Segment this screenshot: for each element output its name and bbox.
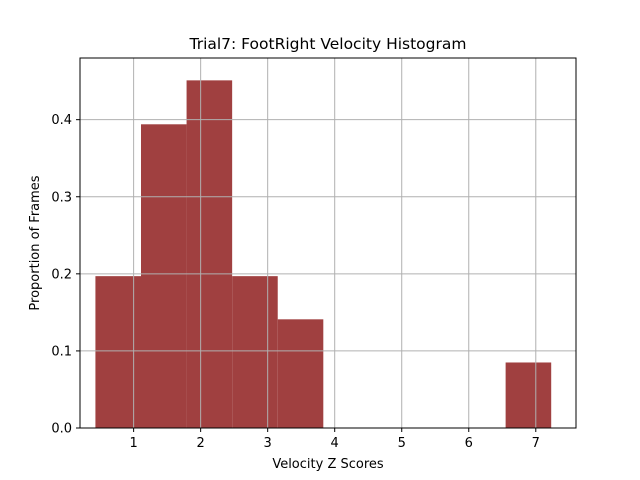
x-tick-label: 3 xyxy=(264,436,272,451)
histogram-bar xyxy=(277,319,324,428)
x-tick-label: 7 xyxy=(532,436,540,451)
chart-title: Trial7: FootRight Velocity Histogram xyxy=(189,35,467,53)
x-tick-label: 5 xyxy=(398,436,406,451)
histogram-bar xyxy=(140,124,187,429)
x-tick-label: 4 xyxy=(331,436,339,451)
x-tick-label: 1 xyxy=(129,436,137,451)
plot-frame xyxy=(79,57,577,429)
x-tick-label: 2 xyxy=(197,436,205,451)
y-axis-label: Proportion of Frames xyxy=(28,175,43,310)
y-tick-label: 0.0 xyxy=(51,422,72,437)
histogram-bar xyxy=(232,276,278,428)
y-tick-label: 0.2 xyxy=(51,267,72,282)
ticks: 1 2 3 4 5 6 7 0.0 0.1 0.2 0.3 0.4 xyxy=(51,113,540,451)
x-axis-label: Velocity Z Scores xyxy=(272,457,384,472)
histogram-bar xyxy=(505,362,552,428)
y-tick-label: 0.3 xyxy=(51,190,72,205)
y-tick-label: 0.4 xyxy=(51,113,72,128)
histogram-bar xyxy=(186,80,233,429)
y-tick-label: 0.1 xyxy=(51,344,72,359)
histogram-bar xyxy=(95,276,141,428)
x-tick-label: 6 xyxy=(465,436,473,451)
